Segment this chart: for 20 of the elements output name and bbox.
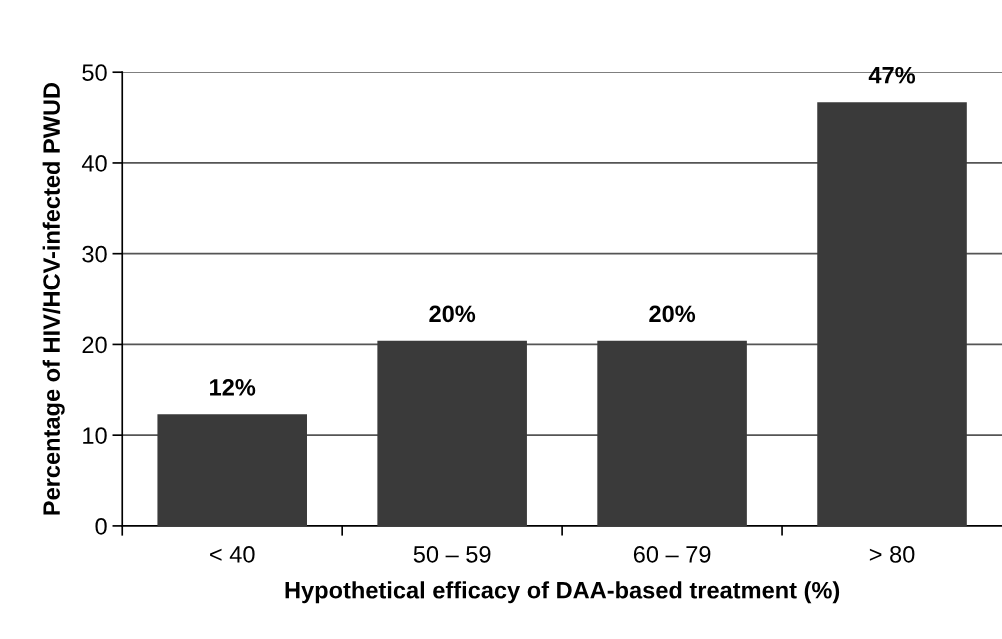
x-tick-label: 60 – 79 xyxy=(633,545,711,563)
bar xyxy=(817,102,967,526)
x-tick-label: 50 – 59 xyxy=(413,545,491,563)
y-tick-label: 0 xyxy=(95,517,107,535)
data-label: 20% xyxy=(649,305,696,323)
bar xyxy=(157,414,307,526)
x-tick-label: > 80 xyxy=(869,545,915,563)
data-label: 47% xyxy=(868,66,916,84)
x-tick-label: < 40 xyxy=(210,545,255,563)
y-tick-label: 20 xyxy=(82,336,107,354)
y-axis-title: Percentage of HIV/HCV-infected PWUD xyxy=(42,82,65,515)
y-tick-label: 30 xyxy=(82,245,107,263)
bar xyxy=(597,340,747,526)
y-tick-label: 50 xyxy=(82,64,107,81)
bar xyxy=(377,340,527,526)
data-label: 12% xyxy=(210,379,256,396)
data-label: 20% xyxy=(429,305,476,323)
y-tick-label: 10 xyxy=(83,427,107,444)
y-tick-label: 40 xyxy=(81,155,107,172)
x-axis-title: Hypothetical efficacy of DAA-based treatment (%) xyxy=(285,581,840,604)
